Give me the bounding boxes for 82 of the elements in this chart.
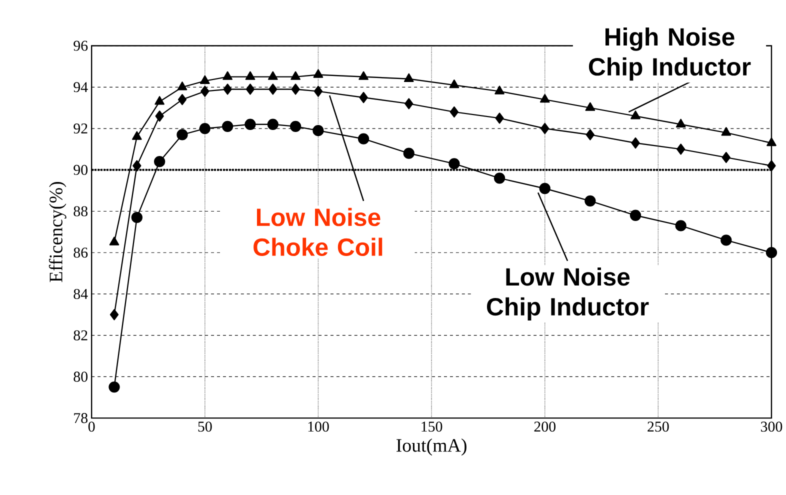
- y-tick-label: 90: [74, 164, 88, 176]
- point: [404, 73, 414, 82]
- x-tick-label: 0: [88, 422, 95, 432]
- x-tick-label: 50: [198, 422, 212, 432]
- point: [448, 158, 460, 170]
- point: [290, 71, 300, 80]
- text: Low Noise Choke Coil: [254, 208, 382, 256]
- point: [676, 144, 686, 155]
- point: [722, 152, 730, 164]
- point: [222, 71, 232, 80]
- point: [155, 110, 164, 122]
- y-tick-label: 86: [74, 248, 88, 258]
- point: [721, 127, 732, 136]
- point: [110, 309, 119, 320]
- point: [584, 195, 596, 207]
- point: [766, 247, 778, 258]
- point: [291, 84, 300, 95]
- point: [767, 160, 776, 172]
- point: [450, 106, 459, 118]
- y-tick-label: 96: [74, 40, 88, 51]
- point: [223, 84, 232, 95]
- point: [245, 71, 256, 80]
- point: [449, 80, 460, 88]
- point: [132, 160, 142, 172]
- point: [290, 120, 302, 132]
- point: [177, 82, 188, 90]
- point: [199, 123, 210, 134]
- point: [108, 382, 120, 393]
- y-tick-label: 92: [74, 124, 88, 134]
- point: [586, 129, 595, 140]
- series-label: High Noise Chip Inductor: [588, 28, 751, 81]
- point: [132, 131, 142, 140]
- y-tick-label: 78: [74, 413, 88, 424]
- point: [176, 129, 188, 140]
- y-tick-label: 94: [74, 82, 88, 92]
- point: [539, 183, 550, 194]
- point: [675, 220, 686, 232]
- x-axis-title: Iout(mA): [396, 438, 466, 456]
- point: [358, 71, 368, 80]
- point: [359, 92, 368, 104]
- point: [154, 156, 166, 168]
- y-axis-title: Efficency(%): [48, 182, 66, 282]
- point: [267, 118, 278, 130]
- point: [358, 133, 370, 145]
- point: [630, 210, 642, 222]
- y-tick-label: 88: [74, 206, 88, 216]
- x-tick-label: 250: [648, 422, 669, 432]
- point: [314, 86, 323, 97]
- y-tick-label: 82: [74, 330, 88, 341]
- point: [178, 94, 187, 106]
- point: [244, 118, 256, 130]
- x-tick-label: 200: [534, 422, 556, 432]
- point: [403, 148, 414, 160]
- point: [540, 94, 550, 103]
- point: [631, 138, 640, 149]
- point: [676, 118, 686, 128]
- point: [540, 123, 550, 134]
- point: [630, 110, 640, 120]
- series-label: Low Noise Chip Inductor: [486, 268, 649, 321]
- y-tick-label: 84: [74, 289, 88, 300]
- point: [200, 75, 210, 84]
- point: [766, 138, 776, 146]
- point: [131, 212, 142, 224]
- point: [109, 236, 120, 246]
- point: [494, 172, 506, 184]
- point: [268, 84, 278, 95]
- y-tick-label: 80: [74, 372, 88, 382]
- point: [404, 98, 414, 110]
- point: [200, 86, 210, 97]
- point: [312, 125, 324, 136]
- point: [246, 84, 255, 95]
- x-tick-label: 100: [308, 422, 329, 432]
- x-tick-label: 300: [761, 422, 782, 432]
- point: [494, 86, 504, 94]
- point: [720, 234, 732, 246]
- point: [495, 112, 504, 124]
- point: [313, 69, 324, 78]
- point: [222, 120, 234, 132]
- point: [268, 71, 278, 80]
- x-tick-label: 150: [422, 422, 442, 432]
- point: [154, 96, 164, 105]
- point: [585, 102, 596, 112]
